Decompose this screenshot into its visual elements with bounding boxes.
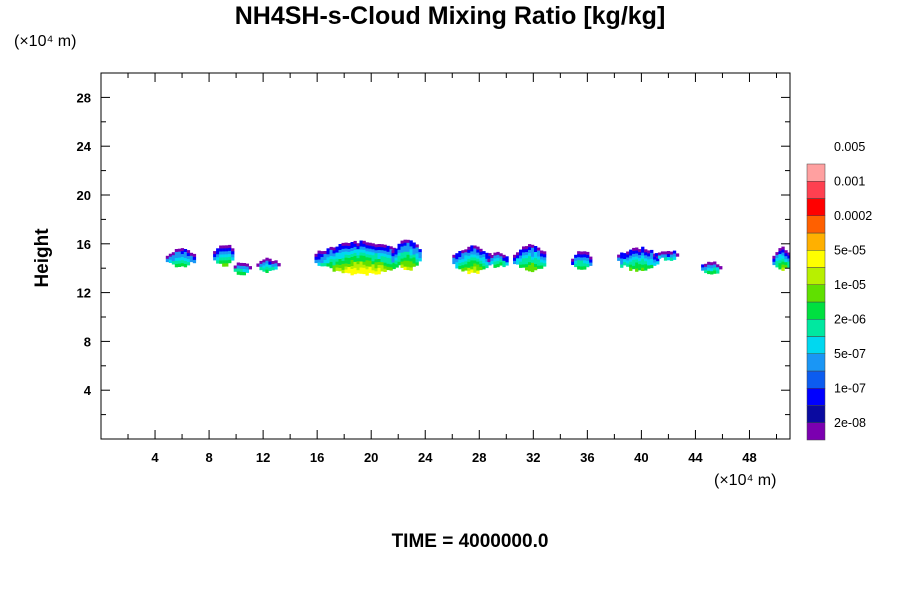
colorbar-label: 1e-05 (834, 278, 866, 292)
chart-title: NH4SH-s-Cloud Mixing Ratio [kg/kg] (234, 2, 666, 30)
colorbar-swatch (806, 181, 826, 199)
plot-frame (100, 72, 791, 440)
y-tick-label: 28 (77, 90, 91, 105)
x-tick-label: 12 (256, 450, 270, 465)
x-tick-label: 40 (634, 450, 648, 465)
cloud-cell (213, 244, 235, 267)
colorbar-label: 0.0002 (834, 209, 872, 223)
colorbar-swatch (806, 422, 826, 441)
colorbar-swatch (806, 319, 826, 337)
colorbar-label: 2e-06 (834, 312, 866, 326)
colorbar-swatch (806, 267, 826, 285)
cloud-cell (701, 261, 723, 275)
colorbar-swatch (806, 405, 826, 423)
colorbar-label: 0.001 (834, 174, 865, 188)
colorbar-label: 0.005 (834, 140, 865, 154)
cloud-field (165, 239, 790, 276)
colorbar-label: 5e-05 (834, 243, 866, 257)
x-tick-label: 24 (418, 450, 433, 465)
y-tick-label: 8 (84, 334, 91, 349)
colorbar-swatch (806, 370, 826, 389)
y-tick-label: 12 (77, 286, 91, 301)
colorbar-swatch (806, 215, 826, 234)
cloud-cell (617, 246, 660, 272)
colorbar-swatch (806, 198, 826, 216)
colorbar-swatch (806, 250, 826, 268)
cloud-cell (256, 257, 281, 273)
y-tick-label: 16 (77, 237, 91, 252)
y-tick-label: 4 (84, 383, 92, 398)
x-tick-label: 36 (580, 450, 594, 465)
colorbar-swatch (806, 232, 826, 251)
cloud-cell (513, 244, 547, 273)
x-tick-label: 48 (742, 450, 756, 465)
colorbar-swatch (806, 163, 826, 182)
time-label: TIME = 4000000.0 (391, 531, 549, 552)
cloud-cell (487, 251, 509, 268)
x-tick-label: 16 (310, 450, 324, 465)
colorbar-swatch (806, 388, 826, 406)
cloud-cell (165, 248, 197, 268)
y-axis-unit: (×10⁴ m) (14, 33, 77, 50)
x-tick-label: 8 (205, 450, 212, 465)
cloud-cell (571, 251, 593, 270)
cloud-cell (772, 246, 790, 271)
colorbar-swatch (806, 353, 826, 372)
y-tick-label: 20 (77, 188, 91, 203)
colorbar-label: 5e-07 (834, 347, 866, 361)
x-tick-label: 28 (472, 450, 486, 465)
colorbar-label: 2e-08 (834, 416, 866, 430)
cloud-cell (452, 245, 492, 275)
x-tick-label: 20 (364, 450, 378, 465)
colorbar-swatch (806, 301, 826, 320)
cloud-cell (233, 262, 252, 276)
x-tick-label: 32 (526, 450, 540, 465)
x-axis-unit: (×10⁴ m) (714, 472, 777, 489)
colorbar-label: 1e-07 (834, 381, 866, 395)
x-tick-label: 4 (151, 450, 159, 465)
colorbar-swatch (806, 284, 826, 303)
cloud-cell (654, 250, 680, 261)
x-tick-label: 44 (688, 450, 703, 465)
y-tick-label: 24 (77, 139, 92, 154)
colorbar-swatch (806, 336, 826, 354)
cloud-cell (391, 239, 422, 271)
colorbar: 2e-08 1e-07 5e-07 2e-06 1e-05 5e-05 0.0002 0.00… (806, 140, 872, 441)
